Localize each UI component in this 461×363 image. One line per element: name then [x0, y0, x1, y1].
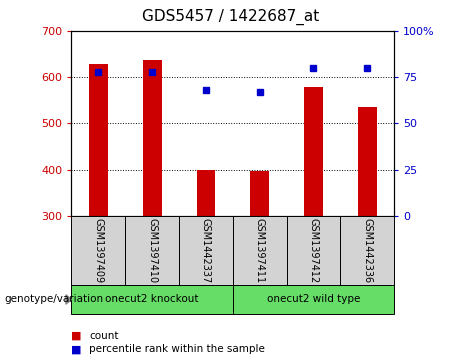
Text: GSM1442337: GSM1442337: [201, 218, 211, 283]
Text: GSM1397411: GSM1397411: [254, 218, 265, 283]
Bar: [196, 170, 215, 216]
Polygon shape: [66, 295, 71, 304]
Text: GSM1397410: GSM1397410: [147, 218, 157, 283]
Text: genotype/variation: genotype/variation: [5, 294, 104, 305]
Bar: [233, 216, 287, 285]
Text: GSM1397409: GSM1397409: [93, 218, 103, 283]
Text: GSM1397412: GSM1397412: [308, 218, 319, 283]
Text: GSM1442336: GSM1442336: [362, 218, 372, 283]
Bar: [143, 60, 161, 216]
Text: GDS5457 / 1422687_at: GDS5457 / 1422687_at: [142, 9, 319, 25]
Text: ■: ■: [71, 331, 82, 341]
Bar: [287, 216, 340, 285]
Text: onecut2 wild type: onecut2 wild type: [267, 294, 360, 305]
Text: onecut2 knockout: onecut2 knockout: [106, 294, 199, 305]
Text: count: count: [89, 331, 118, 341]
Bar: [125, 216, 179, 285]
Text: percentile rank within the sample: percentile rank within the sample: [89, 344, 265, 354]
Bar: [233, 285, 394, 314]
Bar: [304, 87, 323, 216]
Bar: [179, 216, 233, 285]
Bar: [250, 171, 269, 216]
Bar: [340, 216, 394, 285]
Bar: [71, 285, 233, 314]
Bar: [89, 64, 108, 216]
Bar: [358, 107, 377, 216]
Bar: [71, 216, 125, 285]
Text: ■: ■: [71, 344, 82, 354]
